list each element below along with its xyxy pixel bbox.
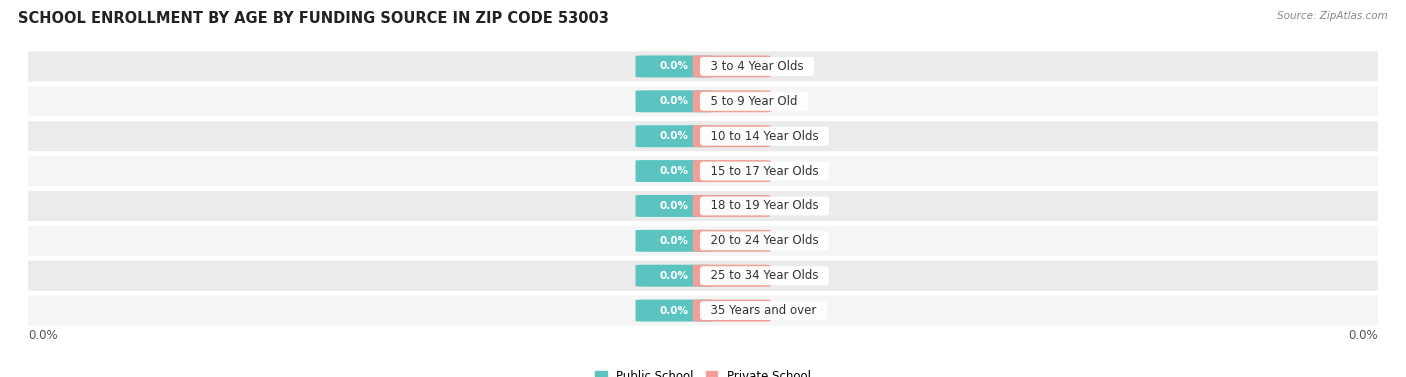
Text: SCHOOL ENROLLMENT BY AGE BY FUNDING SOURCE IN ZIP CODE 53003: SCHOOL ENROLLMENT BY AGE BY FUNDING SOUR…	[18, 11, 609, 26]
FancyBboxPatch shape	[693, 195, 770, 217]
FancyBboxPatch shape	[636, 160, 713, 182]
Text: 25 to 34 Year Olds: 25 to 34 Year Olds	[703, 269, 825, 282]
Text: 0.0%: 0.0%	[717, 305, 747, 316]
FancyBboxPatch shape	[693, 125, 770, 147]
Text: 0.0%: 0.0%	[717, 201, 747, 211]
Text: 3 to 4 Year Olds: 3 to 4 Year Olds	[703, 60, 811, 73]
Text: 0.0%: 0.0%	[659, 271, 689, 281]
FancyBboxPatch shape	[693, 300, 770, 322]
FancyBboxPatch shape	[28, 156, 1378, 186]
Text: 0.0%: 0.0%	[659, 201, 689, 211]
Text: Source: ZipAtlas.com: Source: ZipAtlas.com	[1277, 11, 1388, 21]
Text: 0.0%: 0.0%	[717, 61, 747, 72]
FancyBboxPatch shape	[28, 86, 1378, 116]
Text: 0.0%: 0.0%	[1348, 329, 1378, 342]
Text: 0.0%: 0.0%	[659, 305, 689, 316]
Legend: Public School, Private School: Public School, Private School	[595, 371, 811, 377]
Text: 0.0%: 0.0%	[659, 236, 689, 246]
FancyBboxPatch shape	[28, 261, 1378, 291]
Text: 10 to 14 Year Olds: 10 to 14 Year Olds	[703, 130, 827, 143]
Text: 0.0%: 0.0%	[717, 96, 747, 106]
Text: 15 to 17 Year Olds: 15 to 17 Year Olds	[703, 165, 827, 178]
Text: 0.0%: 0.0%	[28, 329, 58, 342]
Text: 0.0%: 0.0%	[717, 271, 747, 281]
Text: 5 to 9 Year Old: 5 to 9 Year Old	[703, 95, 806, 108]
FancyBboxPatch shape	[28, 51, 1378, 81]
Text: 0.0%: 0.0%	[717, 131, 747, 141]
Text: 20 to 24 Year Olds: 20 to 24 Year Olds	[703, 234, 827, 247]
FancyBboxPatch shape	[28, 191, 1378, 221]
Text: 0.0%: 0.0%	[659, 61, 689, 72]
Text: 0.0%: 0.0%	[659, 166, 689, 176]
FancyBboxPatch shape	[693, 90, 770, 112]
FancyBboxPatch shape	[636, 265, 713, 287]
FancyBboxPatch shape	[693, 55, 770, 77]
FancyBboxPatch shape	[636, 195, 713, 217]
Text: 35 Years and over: 35 Years and over	[703, 304, 824, 317]
FancyBboxPatch shape	[636, 125, 713, 147]
FancyBboxPatch shape	[28, 296, 1378, 326]
Text: 0.0%: 0.0%	[717, 236, 747, 246]
FancyBboxPatch shape	[693, 265, 770, 287]
FancyBboxPatch shape	[636, 300, 713, 322]
Text: 0.0%: 0.0%	[659, 96, 689, 106]
FancyBboxPatch shape	[636, 90, 713, 112]
FancyBboxPatch shape	[693, 160, 770, 182]
FancyBboxPatch shape	[28, 226, 1378, 256]
FancyBboxPatch shape	[636, 55, 713, 77]
Text: 18 to 19 Year Olds: 18 to 19 Year Olds	[703, 199, 827, 212]
Text: 0.0%: 0.0%	[717, 166, 747, 176]
Text: 0.0%: 0.0%	[659, 131, 689, 141]
FancyBboxPatch shape	[28, 121, 1378, 151]
FancyBboxPatch shape	[693, 230, 770, 252]
FancyBboxPatch shape	[636, 230, 713, 252]
